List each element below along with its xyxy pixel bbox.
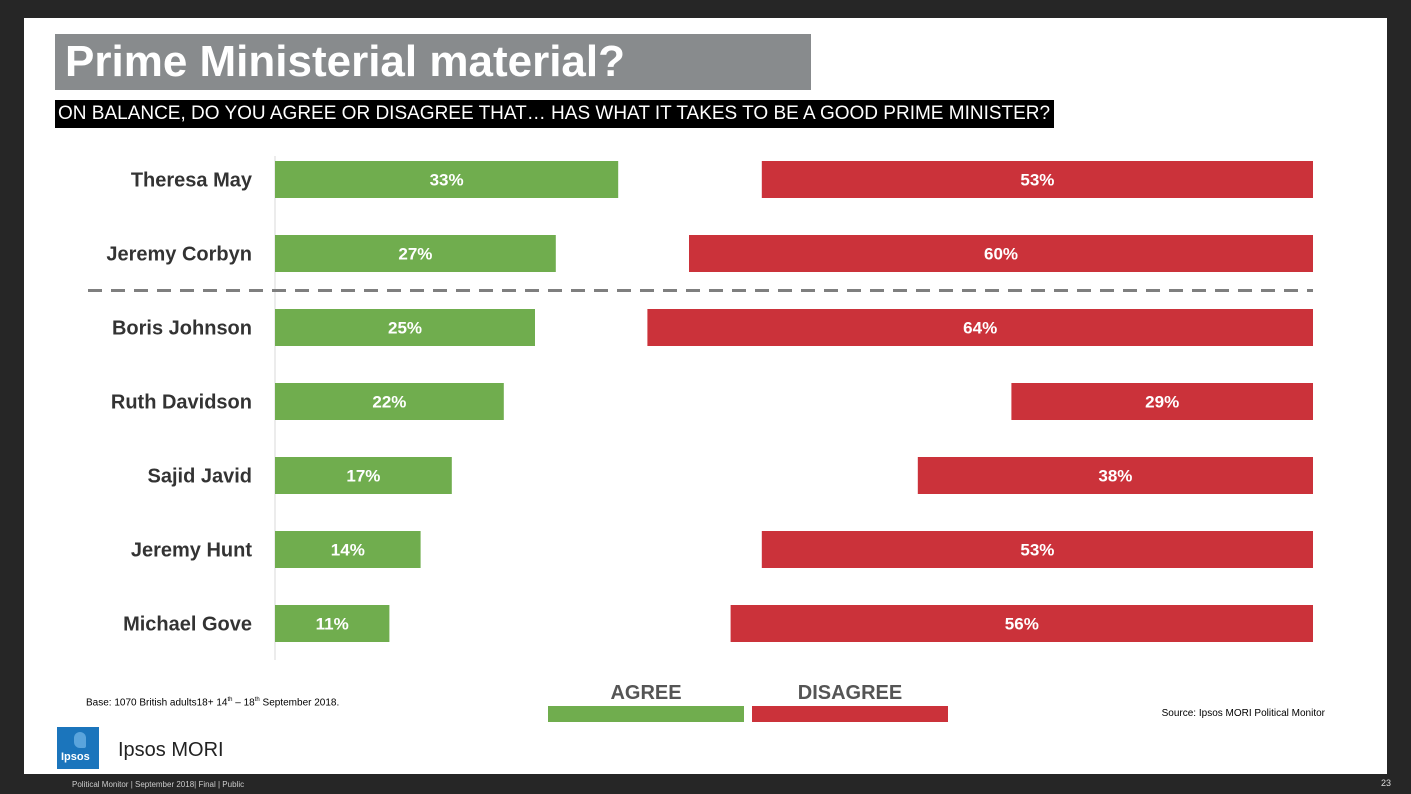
- category-label-ruth-davidson: Ruth Davidson: [111, 392, 252, 414]
- ipsos-logo: Ipsos: [57, 727, 99, 769]
- disagree-label-sajid-javid: 38%: [1098, 467, 1132, 486]
- slide: Prime Ministerial material? ON BALANCE, …: [24, 18, 1387, 774]
- agree-bar-ruth-davidson: [275, 383, 504, 420]
- disagree-label-theresa-may: 53%: [1020, 171, 1054, 190]
- disagree-label-boris-johnson: 64%: [963, 319, 997, 338]
- base-note-sup-1: th: [227, 697, 233, 703]
- agree-bar-jeremy-corbyn: [275, 235, 556, 272]
- legend-label-disagree: DISAGREE: [798, 682, 902, 704]
- legend-swatch-agree: [548, 706, 744, 722]
- legend-swatch-disagree: [752, 706, 948, 722]
- agree-bar-jeremy-hunt: [275, 531, 421, 568]
- bar-chart: Theresa May 33% 53% Jeremy Corbyn 27% 60% Bori…: [88, 156, 1313, 722]
- footer-text: Political Monitor | September 2018| Fina…: [72, 780, 245, 789]
- agree-label-boris-johnson: 25%: [388, 319, 422, 338]
- page-number: 23: [1380, 778, 1391, 788]
- base-note-text-3: September 2018.: [259, 697, 340, 709]
- category-label-sajid-javid: Sajid Javid: [148, 466, 253, 488]
- speech-bubble-icon: [74, 732, 86, 748]
- agree-bar-sajid-javid: [275, 457, 452, 494]
- agree-label-sajid-javid: 17%: [346, 467, 380, 486]
- base-note: Base: 1070 British adults18+ 14th – 18th…: [86, 697, 339, 708]
- agree-label-michael-gove: 11%: [316, 615, 349, 634]
- title-banner: Prime Ministerial material?: [55, 34, 811, 90]
- agree-bar-theresa-may: [275, 161, 619, 198]
- question-subtitle: ON BALANCE, DO YOU AGREE OR DISAGREE THA…: [55, 100, 1055, 128]
- disagree-label-ruth-davidson: 29%: [1145, 393, 1179, 412]
- agree-bar-michael-gove: [275, 605, 390, 642]
- disagree-bar-jeremy-hunt: [761, 531, 1313, 568]
- disagree-bar-jeremy-corbyn: [689, 235, 1313, 272]
- legend-label-agree: AGREE: [610, 682, 681, 704]
- source-note: Source: Ipsos MORI Political Monitor: [1161, 708, 1325, 719]
- base-note-sup-2: th: [254, 697, 260, 703]
- disagree-bar-sajid-javid: [917, 457, 1313, 494]
- disagree-label-michael-gove: 56%: [1005, 615, 1039, 634]
- logo-text: Ipsos: [61, 751, 90, 763]
- brand-name: Ipsos MORI: [118, 739, 224, 761]
- category-label-theresa-may: Theresa May: [131, 170, 253, 192]
- base-note-text-2: – 18: [232, 697, 255, 709]
- category-label-michael-gove: Michael Gove: [123, 614, 252, 636]
- disagree-bar-theresa-may: [761, 161, 1313, 198]
- disagree-label-jeremy-hunt: 53%: [1020, 541, 1054, 560]
- agree-label-theresa-may: 33%: [430, 171, 464, 190]
- agree-label-ruth-davidson: 22%: [372, 393, 406, 412]
- category-label-jeremy-hunt: Jeremy Hunt: [131, 540, 252, 562]
- page-title: Prime Ministerial material?: [65, 37, 625, 86]
- disagree-bar-ruth-davidson: [1011, 383, 1313, 420]
- agree-label-jeremy-corbyn: 27%: [398, 245, 432, 264]
- base-note-text-1: Base: 1070 British adults18+ 14: [86, 697, 228, 709]
- agree-bar-boris-johnson: [275, 309, 535, 346]
- disagree-bar-michael-gove: [730, 605, 1313, 642]
- disagree-label-jeremy-corbyn: 60%: [984, 245, 1018, 264]
- category-label-boris-johnson: Boris Johnson: [112, 318, 252, 340]
- disagree-bar-boris-johnson: [647, 309, 1313, 346]
- category-label-jeremy-corbyn: Jeremy Corbyn: [106, 244, 252, 266]
- agree-label-jeremy-hunt: 14%: [331, 541, 365, 560]
